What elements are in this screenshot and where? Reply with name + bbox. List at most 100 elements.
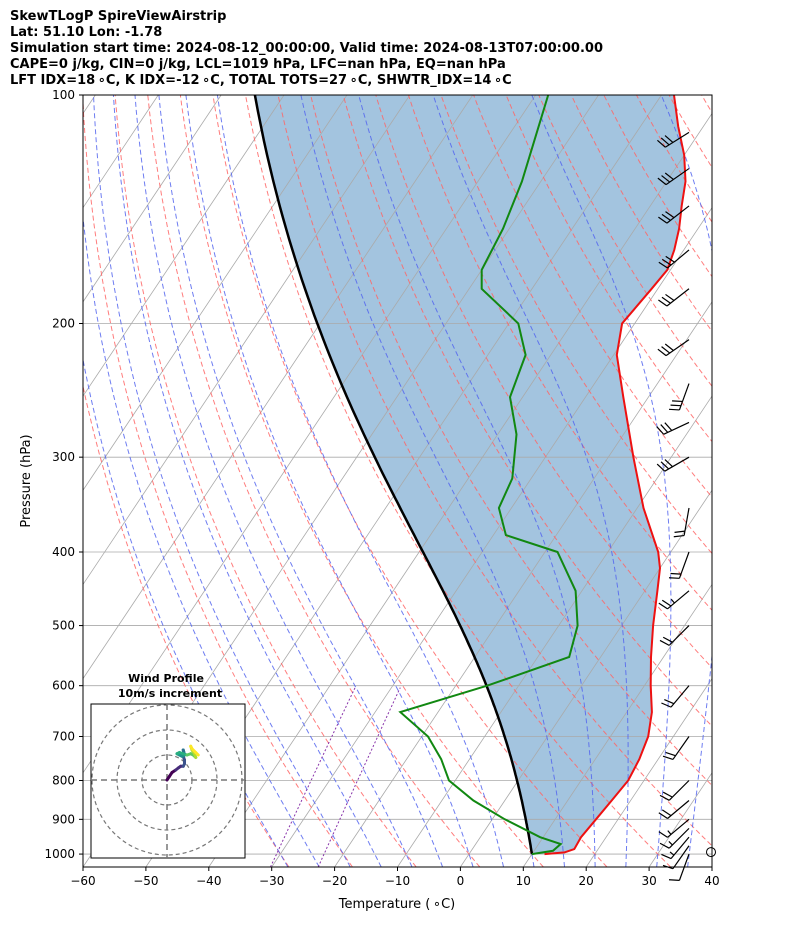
barb-staff xyxy=(667,249,690,269)
x-tick-label: −10 xyxy=(385,874,410,888)
isotherm-line xyxy=(711,866,712,867)
wind-barb xyxy=(659,625,690,646)
isotherm-line xyxy=(522,583,712,867)
barb-full xyxy=(661,346,671,354)
barb-full xyxy=(664,343,674,351)
barb-full xyxy=(665,211,675,219)
barb-full xyxy=(664,459,673,468)
barb-full xyxy=(658,831,668,838)
barb-full xyxy=(660,137,670,146)
barb-full xyxy=(661,599,672,607)
y-axis-label: Pressure (hPa) xyxy=(19,434,34,527)
header-stability-indices: LFT IDX=18 ∘C, K IDX=-12 ∘C, TOTAL TOTS=… xyxy=(10,73,512,88)
hodograph-segment xyxy=(194,751,200,757)
x-tick-label: −60 xyxy=(70,874,95,888)
dry-adiabat xyxy=(473,95,712,498)
moist-adiabat xyxy=(719,95,794,867)
barb-full xyxy=(656,463,666,472)
barb-full xyxy=(662,755,674,760)
moist-adiabat xyxy=(216,95,504,867)
dry-adiabat xyxy=(83,95,353,867)
barb-full xyxy=(665,255,675,263)
inset-title: Wind Profile xyxy=(128,672,204,685)
barb-full xyxy=(660,461,670,470)
wind-barb xyxy=(661,685,690,708)
chart-header: SkewTLogP SpireViewAirstrip Lat: 51.10 L… xyxy=(10,9,603,89)
barb-staff xyxy=(678,551,690,579)
x-tick-label: −30 xyxy=(259,874,284,888)
barb-full xyxy=(664,698,675,705)
isotherm-line xyxy=(397,395,712,867)
isotherm-line xyxy=(83,95,348,491)
wind-barb xyxy=(658,590,690,610)
wind-profile-inset: Wind Profile 10m/s increment xyxy=(90,672,246,859)
isotherm-line xyxy=(208,112,712,867)
barb-full xyxy=(661,213,671,221)
barb-full xyxy=(658,812,668,819)
y-tick-label: 800 xyxy=(52,774,75,788)
barb-staff xyxy=(672,736,690,760)
header-cape-indices: CAPE=0 j/kg, CIN=0 j/kg, LCL=1019 hPa, L… xyxy=(10,57,506,72)
x-tick-label: −20 xyxy=(322,874,347,888)
barb-full xyxy=(670,404,681,407)
wind-barb xyxy=(659,780,690,801)
wind-barb xyxy=(658,249,690,269)
barb-staff xyxy=(678,383,690,411)
barb-half xyxy=(667,830,672,835)
dry-adiabat xyxy=(734,95,794,867)
barb-half xyxy=(670,598,675,604)
plot-area xyxy=(83,95,794,867)
moist-adiabat xyxy=(300,95,565,867)
y-tick-label: 100 xyxy=(52,88,75,102)
wind-barb xyxy=(673,507,690,538)
y-tick-label: 200 xyxy=(52,317,75,331)
wind-barb xyxy=(657,339,690,357)
x-axis-label: Temperature ( ∘C) xyxy=(338,897,455,912)
barb-staff xyxy=(672,845,690,870)
barb-staff xyxy=(666,288,690,307)
barb-full xyxy=(661,853,672,860)
barb-full xyxy=(672,400,683,403)
wind-barb xyxy=(658,288,690,307)
wind-barb xyxy=(656,456,690,472)
barb-staff xyxy=(664,456,690,472)
dry-adiabat xyxy=(440,95,712,555)
barb-full xyxy=(656,426,665,435)
barb-staff xyxy=(667,800,690,819)
mixing-ratio-line xyxy=(317,687,401,867)
moist-adiabat xyxy=(134,95,413,867)
y-tick-label: 400 xyxy=(52,545,75,559)
isotherm-line xyxy=(334,301,712,867)
barb-staff xyxy=(666,205,690,224)
header-title: SkewTLogP SpireViewAirstrip xyxy=(10,9,227,24)
y-tick-label: 600 xyxy=(52,679,75,693)
dry-adiabat xyxy=(767,95,794,867)
barb-staff xyxy=(670,836,690,859)
x-tick-label: 30 xyxy=(641,874,656,888)
dry-adiabat xyxy=(114,95,417,867)
x-tick-label: −40 xyxy=(196,874,221,888)
moist-adiabat xyxy=(83,356,289,867)
dry-adiabat xyxy=(179,95,544,867)
barb-full xyxy=(665,751,676,757)
dry-adiabat xyxy=(701,95,712,114)
barb-full xyxy=(657,177,667,186)
wind-barb xyxy=(662,736,690,760)
axes-layer: −60 −50 −40 −30 −20 −10 0 10 20 30 40 1000 900 800 700… xyxy=(44,88,719,888)
y-tick-label: 900 xyxy=(52,812,75,826)
barb-half xyxy=(668,841,673,846)
wind-barb xyxy=(668,383,690,411)
isotherm-line xyxy=(585,677,712,867)
barb-full xyxy=(661,258,672,266)
barb-full xyxy=(661,296,671,304)
barb-full xyxy=(659,794,670,801)
x-tick-label: 10 xyxy=(516,874,531,888)
barb-staff xyxy=(663,421,690,435)
dry-adiabat xyxy=(538,95,712,388)
isotherm-line xyxy=(83,95,474,680)
isotherm-line xyxy=(271,206,712,867)
barb-full xyxy=(660,424,669,433)
wind-barb xyxy=(658,205,690,224)
barb-staff xyxy=(665,339,690,357)
dewpoint-profile-line xyxy=(398,95,579,856)
